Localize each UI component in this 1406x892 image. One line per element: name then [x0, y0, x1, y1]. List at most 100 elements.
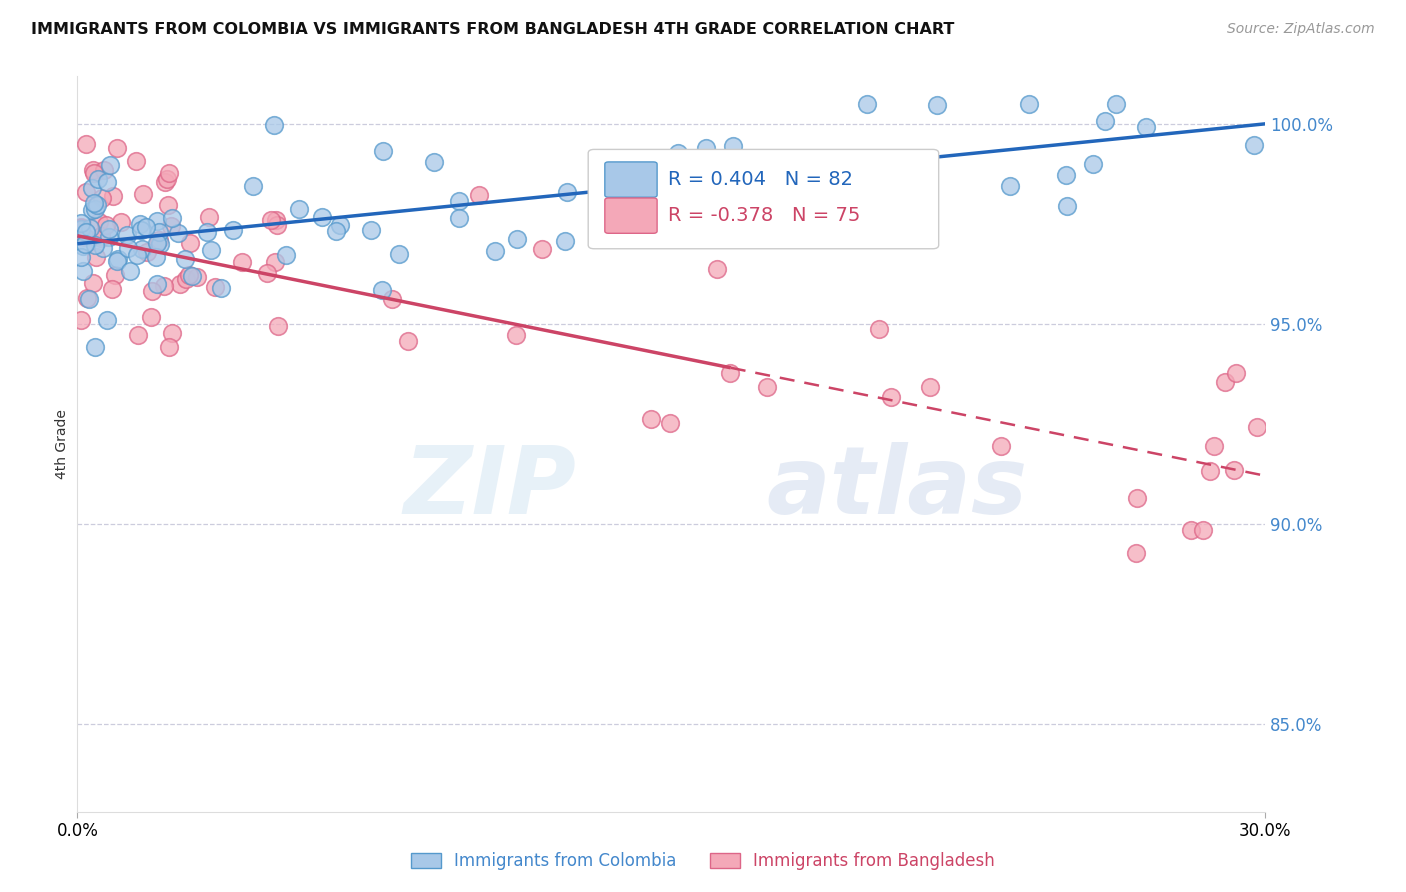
Point — [72, 239, 94, 253]
Point — [371, 145, 394, 159]
Point — [156, 198, 179, 212]
Point — [77, 292, 100, 306]
Point — [381, 292, 404, 306]
Point — [1222, 463, 1244, 477]
Point — [1243, 138, 1265, 153]
Point — [105, 141, 128, 155]
Point — [530, 243, 553, 257]
Point — [96, 313, 118, 327]
Point — [1198, 464, 1220, 478]
Point — [129, 217, 152, 231]
Point — [120, 264, 142, 278]
Point — [83, 166, 105, 180]
Point — [449, 194, 471, 209]
Point — [177, 268, 200, 282]
Point — [1213, 375, 1236, 389]
Point — [173, 252, 195, 266]
Point — [388, 247, 411, 261]
Point — [70, 221, 93, 235]
Point — [276, 248, 298, 262]
Point — [370, 283, 392, 297]
Point — [396, 334, 419, 348]
Point — [990, 440, 1012, 454]
Point — [98, 221, 121, 235]
Point — [115, 228, 138, 243]
Point — [264, 255, 287, 269]
Point — [139, 310, 162, 324]
Point — [100, 282, 122, 296]
Point — [98, 158, 121, 172]
Point — [195, 225, 218, 239]
Point — [159, 219, 181, 233]
Point — [706, 262, 728, 277]
Point — [927, 97, 949, 112]
Point — [75, 185, 97, 199]
Point — [256, 266, 278, 280]
Point — [83, 340, 105, 354]
Point — [87, 172, 110, 186]
Point — [1056, 199, 1078, 213]
Point — [242, 178, 264, 193]
Point — [93, 241, 115, 255]
Point — [231, 255, 253, 269]
Text: IMMIGRANTS FROM COLOMBIA VS IMMIGRANTS FROM BANGLADESH 4TH GRADE CORRELATION CHA: IMMIGRANTS FROM COLOMBIA VS IMMIGRANTS F… — [31, 22, 955, 37]
Point — [70, 220, 93, 235]
Point — [70, 222, 93, 236]
Point — [484, 244, 506, 258]
Point — [1202, 439, 1225, 453]
Point — [1081, 157, 1104, 171]
Point — [288, 202, 311, 217]
Point — [868, 322, 890, 336]
Point — [153, 175, 176, 189]
Point — [998, 179, 1021, 194]
Point — [1054, 168, 1077, 182]
Point — [156, 172, 179, 186]
Point — [145, 236, 167, 251]
Point — [179, 235, 201, 250]
Point — [79, 221, 101, 235]
Y-axis label: 4th Grade: 4th Grade — [55, 409, 69, 479]
Point — [89, 215, 111, 229]
Point — [619, 217, 641, 231]
Text: R = 0.404   N = 82: R = 0.404 N = 82 — [668, 170, 853, 189]
Point — [90, 231, 112, 245]
Point — [447, 211, 470, 226]
Text: R = -0.378   N = 75: R = -0.378 N = 75 — [668, 206, 860, 225]
Point — [72, 264, 94, 278]
FancyBboxPatch shape — [605, 162, 657, 197]
Point — [468, 187, 491, 202]
Point — [222, 222, 245, 236]
Point — [666, 146, 689, 161]
Point — [263, 119, 285, 133]
Point — [84, 202, 107, 216]
Point — [129, 223, 152, 237]
Point — [82, 162, 104, 177]
Point — [135, 219, 157, 234]
Point — [260, 213, 283, 227]
Point — [856, 96, 879, 111]
Point — [186, 270, 208, 285]
Point — [360, 223, 382, 237]
Point — [1105, 96, 1128, 111]
Point — [110, 214, 132, 228]
Point — [721, 139, 744, 153]
Point — [84, 238, 107, 252]
Point — [555, 185, 578, 199]
Point — [145, 250, 167, 264]
Point — [204, 280, 226, 294]
FancyBboxPatch shape — [588, 149, 939, 249]
Point — [135, 244, 157, 259]
Point — [166, 227, 188, 241]
Point — [1094, 114, 1116, 128]
Point — [75, 226, 97, 240]
Point — [90, 191, 112, 205]
Point — [505, 328, 527, 343]
Point — [880, 390, 903, 404]
Text: ZIP: ZIP — [404, 442, 576, 534]
Point — [82, 202, 104, 217]
Point — [103, 189, 125, 203]
Point — [146, 277, 169, 291]
Point — [200, 244, 222, 258]
Point — [157, 340, 180, 354]
Legend: Immigrants from Colombia, Immigrants from Bangladesh: Immigrants from Colombia, Immigrants fro… — [405, 846, 1001, 877]
